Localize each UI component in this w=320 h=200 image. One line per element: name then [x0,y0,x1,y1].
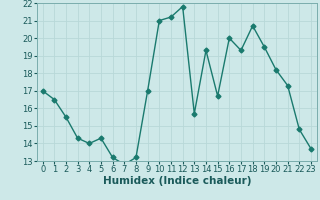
X-axis label: Humidex (Indice chaleur): Humidex (Indice chaleur) [102,176,251,186]
